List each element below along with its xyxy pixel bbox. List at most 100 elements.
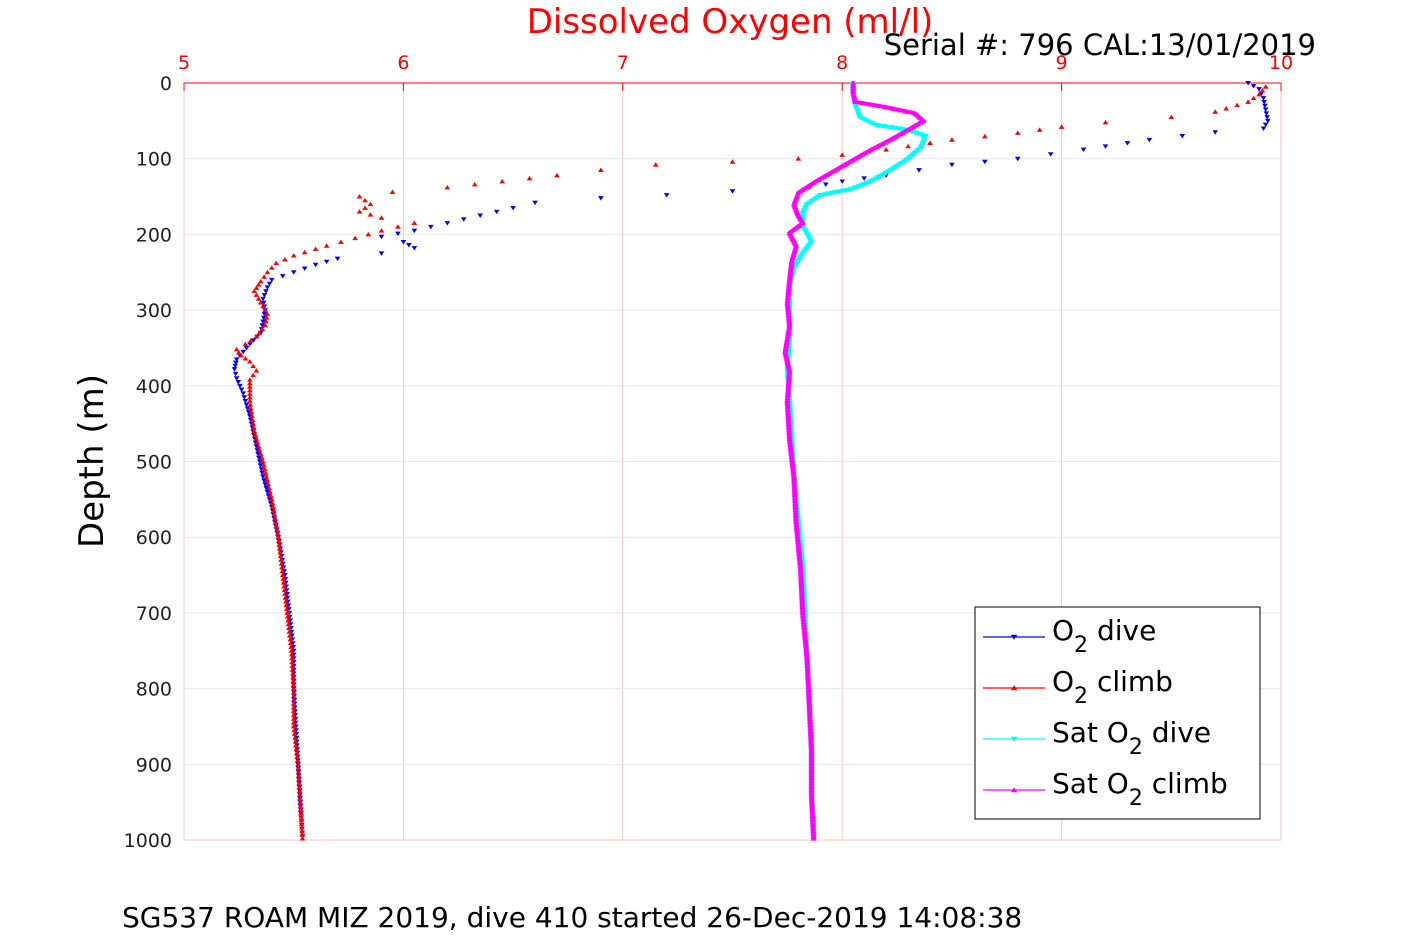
data-point xyxy=(323,243,330,248)
data-point xyxy=(254,440,261,445)
data-point xyxy=(297,803,304,808)
data-point xyxy=(283,602,290,608)
legend-label-subscript: 2 xyxy=(1074,633,1088,658)
legend-entry: Sat O2 dive xyxy=(983,716,1211,760)
data-point xyxy=(243,402,250,408)
data-point xyxy=(927,140,933,146)
data-point xyxy=(395,231,401,237)
data-point xyxy=(1262,122,1269,128)
data-point xyxy=(365,231,372,237)
data-point xyxy=(860,100,867,106)
data-point xyxy=(268,496,275,502)
data-point xyxy=(247,387,253,393)
data-point xyxy=(1124,141,1131,146)
data-point xyxy=(298,810,304,816)
data-point xyxy=(918,132,925,138)
x-tick-label: 9 xyxy=(1056,52,1068,74)
legend-label-main: Sat O xyxy=(1052,767,1129,800)
data-point xyxy=(255,282,262,287)
data-point xyxy=(276,542,283,547)
data-point xyxy=(259,470,265,476)
data-point xyxy=(240,349,247,355)
data-point xyxy=(444,221,451,226)
x-tick-label: 7 xyxy=(617,52,629,74)
data-point xyxy=(905,143,911,149)
data-point xyxy=(982,133,988,139)
data-point xyxy=(294,757,301,763)
data-point xyxy=(260,458,266,464)
data-point xyxy=(411,228,418,234)
data-point xyxy=(290,693,297,699)
data-point xyxy=(290,682,297,687)
data-point xyxy=(290,712,297,718)
data-point xyxy=(247,394,253,400)
y-tick-label: 600 xyxy=(136,527,172,549)
data-point xyxy=(253,334,260,339)
data-point xyxy=(270,508,277,513)
data-point xyxy=(238,353,244,358)
data-point xyxy=(1080,147,1087,153)
data-point xyxy=(260,315,267,321)
legend-label-subscript: 2 xyxy=(1129,786,1143,811)
data-point xyxy=(291,731,298,736)
x-tick-label: 5 xyxy=(178,52,190,74)
data-point xyxy=(244,406,251,412)
data-point xyxy=(255,451,261,457)
data-point xyxy=(235,380,242,385)
data-point xyxy=(289,667,296,672)
data-point xyxy=(338,239,344,244)
data-point xyxy=(275,534,282,540)
data-point xyxy=(245,410,252,415)
data-point xyxy=(888,125,895,130)
data-point xyxy=(264,285,271,290)
data-point xyxy=(1179,134,1186,139)
legend-entry: Sat O2 climb xyxy=(983,767,1228,811)
data-point xyxy=(294,754,301,759)
data-point xyxy=(253,368,260,373)
data-point xyxy=(283,599,289,604)
data-point xyxy=(890,106,897,111)
data-point xyxy=(291,727,297,733)
data-point xyxy=(863,180,870,186)
data-point xyxy=(285,621,292,627)
y-tick-label: 200 xyxy=(136,224,172,246)
data-point xyxy=(400,240,407,245)
data-point xyxy=(233,357,240,362)
data-point xyxy=(256,447,263,453)
data-point xyxy=(729,189,736,194)
data-point xyxy=(867,101,874,107)
data-point xyxy=(247,380,253,386)
data-point xyxy=(904,109,911,114)
data-point xyxy=(869,121,876,126)
data-point xyxy=(1258,91,1265,97)
data-point xyxy=(862,117,869,123)
series-line xyxy=(783,83,927,839)
data-point xyxy=(289,663,296,668)
data-point xyxy=(795,156,802,161)
data-point xyxy=(270,504,276,509)
data-point xyxy=(1212,109,1218,114)
data-point xyxy=(279,572,286,578)
data-point xyxy=(1014,130,1021,135)
data-point xyxy=(264,489,271,495)
data-point xyxy=(290,674,296,680)
data-point xyxy=(290,670,296,676)
data-point xyxy=(297,792,303,797)
data-point xyxy=(290,697,297,702)
data-point xyxy=(840,188,847,194)
data-point xyxy=(236,349,242,355)
data-point xyxy=(852,99,859,105)
data-point xyxy=(237,383,243,389)
legend-entry: O2 climb xyxy=(983,665,1173,709)
data-point xyxy=(232,363,238,369)
data-point xyxy=(278,561,285,566)
data-point xyxy=(287,640,294,646)
y-axis-ticks: 0 100 200 300 400 500 600 700 800 900 1000 xyxy=(124,73,172,852)
data-point xyxy=(298,821,305,826)
data-point xyxy=(259,326,266,331)
data-point xyxy=(598,167,604,173)
y-tick-label: 300 xyxy=(136,300,172,322)
chart-title: Dissolved Oxygen (ml/l) xyxy=(527,2,934,42)
data-point xyxy=(282,595,289,600)
y-tick-label: 0 xyxy=(160,73,172,95)
